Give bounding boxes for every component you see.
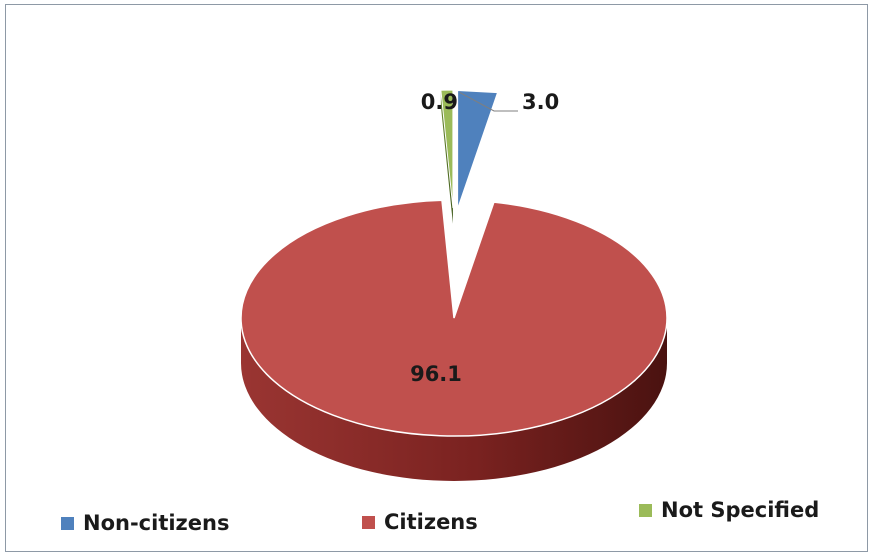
pie-chart: 3.0 96.1 0.9 xyxy=(240,89,668,481)
legend-label-citizens: Citizens xyxy=(384,510,478,534)
chart-area: 3.0 96.1 0.9 Non-citizens Citizens Not Spe… xyxy=(5,4,868,552)
slice-not-specified xyxy=(440,89,454,209)
legend-swatch-non-citizens xyxy=(61,516,74,530)
legend-item-not-specified: Not Specified xyxy=(639,498,819,522)
data-label-non-citizens: 3.0 xyxy=(522,90,559,114)
slice-side-citizens xyxy=(241,318,667,481)
data-label-not-specified: 0.9 xyxy=(421,90,458,114)
legend-item-non-citizens: Non-citizens xyxy=(61,511,229,535)
slice-non-citizens xyxy=(457,89,499,209)
legend-item-citizens: Citizens xyxy=(362,510,478,534)
leader-line-non-citizens xyxy=(459,92,518,112)
data-label-citizens: 96.1 xyxy=(410,362,462,386)
legend-label-non-citizens: Non-citizens xyxy=(83,511,230,535)
slice-citizens xyxy=(240,199,668,437)
legend-swatch-citizens xyxy=(362,515,375,529)
legend-label-not-specified: Not Specified xyxy=(661,498,820,522)
legend-swatch-not-specified xyxy=(639,503,652,517)
